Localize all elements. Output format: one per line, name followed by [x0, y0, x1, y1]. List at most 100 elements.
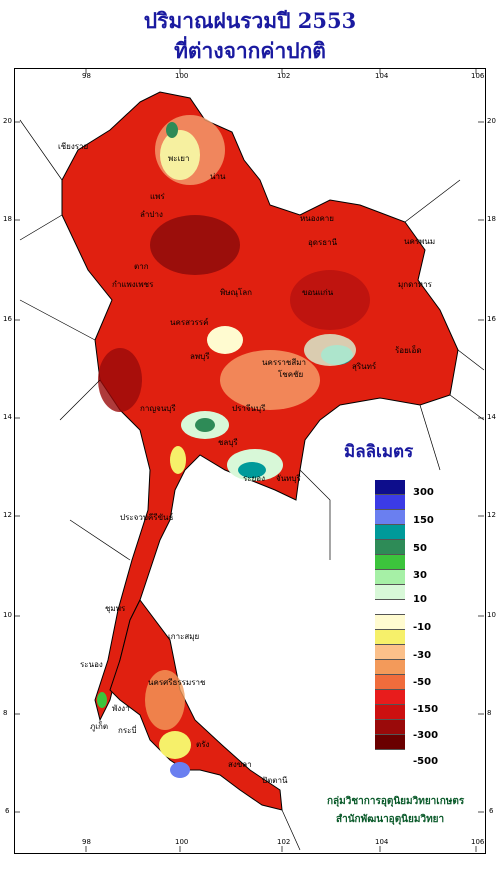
- city-label: สงขลา: [228, 760, 252, 769]
- city-label: นครศรีธรรมราช: [148, 678, 206, 687]
- legend-swatch: [375, 690, 405, 705]
- lat-tick-marks: [14, 121, 484, 813]
- legend-label: -50: [413, 677, 432, 688]
- yellow-zone-central: [207, 326, 243, 354]
- city-label: มุกดาหาร: [398, 280, 432, 289]
- lat-tick-label-left: 12: [3, 511, 12, 519]
- dark-zone-north: [150, 215, 240, 275]
- legend-swatch: [375, 720, 405, 735]
- lat-tick-label-right: 16: [487, 315, 496, 323]
- yellow-zone-north: [160, 130, 200, 180]
- legend-swatch: [375, 675, 405, 690]
- lat-tick-label-right: 12: [487, 511, 496, 519]
- dark-zone-northeast: [290, 270, 370, 330]
- city-label: สุรินทร์: [352, 362, 377, 371]
- lon-tick-label-top: 102: [277, 72, 291, 80]
- city-label: ชลบุรี: [218, 438, 238, 447]
- orange-zone-south: [145, 670, 185, 730]
- south-peninsula: [109, 599, 283, 811]
- city-label: อุดรธานี: [308, 238, 338, 247]
- lat-tick-label-right: 8: [487, 709, 492, 717]
- lat-tick-label-right: 18: [487, 215, 496, 223]
- lon-tick-label-top: 106: [471, 72, 485, 80]
- lon-tick-label-bottom: 100: [175, 838, 189, 846]
- city-label: ตรัง: [196, 740, 210, 749]
- city-label: หนองคาย: [300, 214, 334, 223]
- light-zone-northeast: [304, 334, 356, 366]
- lat-tick-label-left: 20: [3, 117, 12, 125]
- lat-tick-label-right: 6: [489, 807, 494, 815]
- thailand-rainfall-map: [61, 91, 459, 811]
- lat-tick-label-right: 20: [487, 117, 496, 125]
- city-label: ร้อยเอ็ด: [395, 346, 422, 355]
- lat-tick-label-right: 14: [487, 413, 496, 421]
- legend-swatch: [375, 660, 405, 675]
- lat-tick-label-left: 6: [5, 807, 10, 815]
- legend-swatch: [375, 510, 405, 525]
- legend-swatch: [375, 735, 405, 750]
- legend-swatch: [375, 495, 405, 510]
- legend-label: 50: [413, 543, 427, 554]
- legend-swatch: [375, 525, 405, 540]
- city-label: นครราชสีมา: [262, 358, 306, 367]
- city-label: กาญจนบุรี: [140, 404, 176, 413]
- city-label: เกาะสมุย: [168, 632, 200, 641]
- city-label: ระยอง: [243, 474, 265, 483]
- city-label: แพร่: [150, 192, 165, 201]
- lat-tick-label-right: 10: [487, 611, 496, 619]
- legend-label: -150: [413, 704, 439, 715]
- city-label: ระนอง: [80, 660, 103, 669]
- legend-swatch: [375, 480, 405, 495]
- lat-tick-label-left: 10: [3, 611, 12, 619]
- legend-label: -300: [413, 730, 439, 741]
- city-label: ตาก: [134, 262, 149, 271]
- lat-tick-label-left: 16: [3, 315, 12, 323]
- lon-tick-label-bottom: 104: [375, 838, 389, 846]
- lat-tick-label-left: 18: [3, 215, 12, 223]
- legend-label: -500: [413, 756, 439, 767]
- city-label: พิษณุโลก: [220, 288, 253, 297]
- lon-tick-marks: [85, 68, 477, 852]
- legend-swatch: [375, 600, 405, 615]
- dark-zone-west: [98, 348, 142, 412]
- legend-colorbar: [375, 480, 405, 750]
- teal-zone-east: [238, 462, 266, 478]
- teal-zone-bangkok: [195, 418, 215, 432]
- city-label: ประจวบคีรีขันธ์: [120, 513, 174, 522]
- city-label: พะเยา: [168, 154, 190, 163]
- city-label: เชียงราย: [58, 142, 89, 151]
- yellow-zone-hua-hin: [170, 446, 186, 474]
- city-label: ขอนแก่น: [302, 288, 334, 297]
- legend-swatch: [375, 615, 405, 630]
- legend-swatch: [375, 585, 405, 600]
- legend-label: -10: [413, 622, 432, 633]
- city-label: พังงา: [112, 704, 130, 713]
- city-label: ลำปาง: [140, 210, 163, 219]
- green-zone-north: [166, 122, 178, 138]
- credit-line-2: สำนักพัฒนาอุตุนิยมวิทยา: [336, 814, 445, 825]
- lon-tick-label-top: 100: [175, 72, 189, 80]
- blue-zone-south: [170, 762, 190, 778]
- city-label: ปัตตานี: [262, 776, 288, 785]
- city-label: นครสวรรค์: [170, 318, 209, 327]
- legend-swatch: [375, 630, 405, 645]
- green-zone-south: [97, 692, 107, 708]
- city-label: ภูเก็ต: [90, 722, 109, 731]
- neighbor-borders: [19, 119, 485, 851]
- legend-label: -30: [413, 650, 432, 661]
- legend-swatch: [375, 570, 405, 585]
- legend-label: 10: [413, 594, 427, 605]
- city-label: ชุมพร: [105, 604, 126, 613]
- legend-swatch: [375, 705, 405, 720]
- lon-tick-label-top: 98: [82, 72, 91, 80]
- legend-label: 300: [413, 487, 434, 498]
- legend-label: 150: [413, 515, 434, 526]
- legend-unit-label: มิลลิเมตร: [344, 442, 414, 462]
- city-label: โชคชัย: [278, 370, 304, 379]
- lat-tick-label-left: 14: [3, 413, 12, 421]
- lat-tick-label-left: 8: [3, 709, 8, 717]
- city-label: กำแพงเพชร: [112, 280, 154, 289]
- city-label: ลพบุรี: [190, 352, 210, 361]
- city-label: น่าน: [210, 172, 226, 181]
